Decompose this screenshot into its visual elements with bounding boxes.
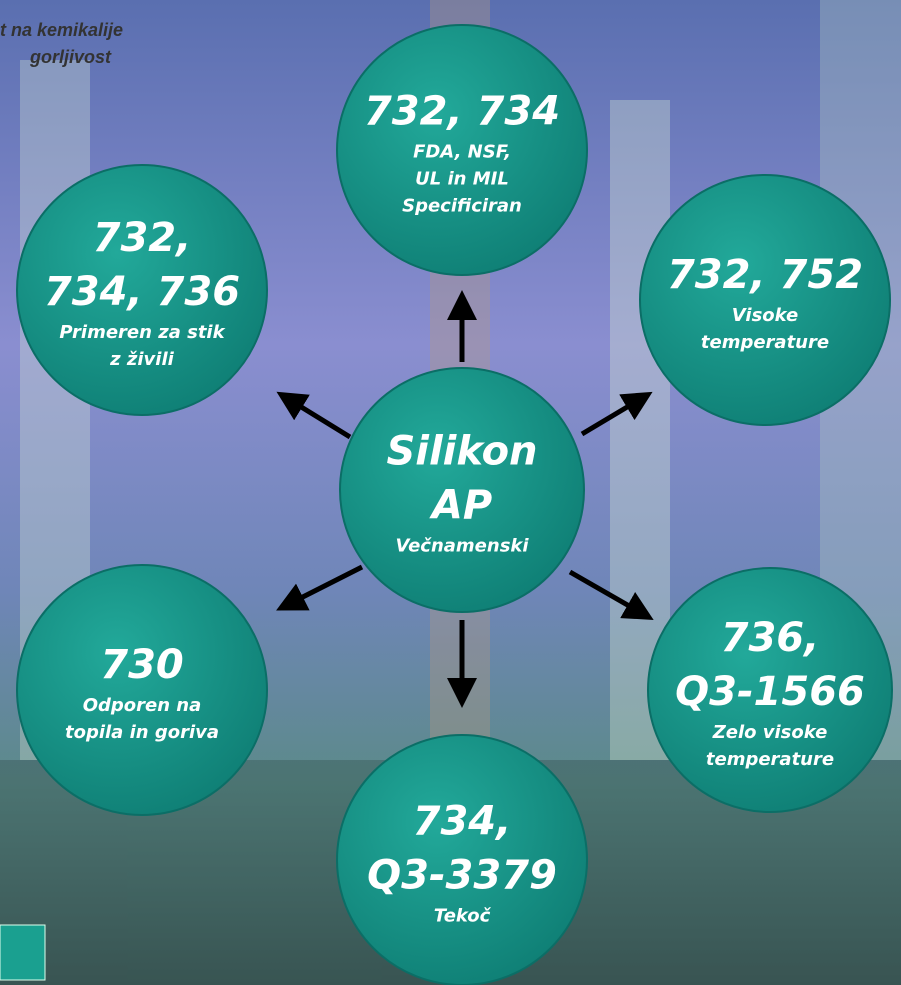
node-title: 734, — [413, 799, 512, 845]
node-subtitle: temperature — [701, 332, 829, 353]
node-title: 732, 752 — [667, 252, 863, 298]
node-title: 732, 734 — [364, 89, 560, 135]
node-title: Silikon — [386, 429, 537, 475]
node-subtitle: Zelo visoke — [712, 722, 828, 743]
node-subtitle: z živili — [109, 349, 174, 370]
node-circle — [640, 175, 890, 425]
node-subtitle: temperature — [706, 749, 834, 770]
node-subtitle: UL in MIL — [415, 169, 509, 190]
teal-square — [0, 925, 45, 980]
node-subtitle: Odporen na — [83, 695, 202, 716]
node-title: 734, 736 — [44, 269, 240, 315]
node-subtitle: Tekoč — [434, 906, 492, 927]
header-line: gorljivost — [29, 47, 112, 67]
node-title: 730 — [100, 642, 184, 688]
node-circle — [17, 565, 267, 815]
node-title: Q3-1566 — [675, 669, 865, 715]
node-subtitle: Specificiran — [402, 196, 522, 217]
node-title: Q3-3379 — [367, 853, 557, 899]
node-title: 736, — [721, 615, 820, 661]
node-subtitle: Visoke — [732, 305, 798, 326]
diagram: t na kemikalije gorljivost Silikon AP Večnam… — [0, 0, 901, 985]
node-title: 732, — [93, 215, 192, 261]
node-subtitle: Večnamenski — [395, 536, 529, 557]
node-subtitle: topila in goriva — [65, 722, 219, 743]
node-subtitle: Primeren za stik — [59, 322, 225, 343]
node-subtitle: FDA, NSF, — [413, 142, 511, 163]
node-title: AP — [429, 483, 492, 529]
header-line: t na kemikalije — [0, 20, 123, 40]
